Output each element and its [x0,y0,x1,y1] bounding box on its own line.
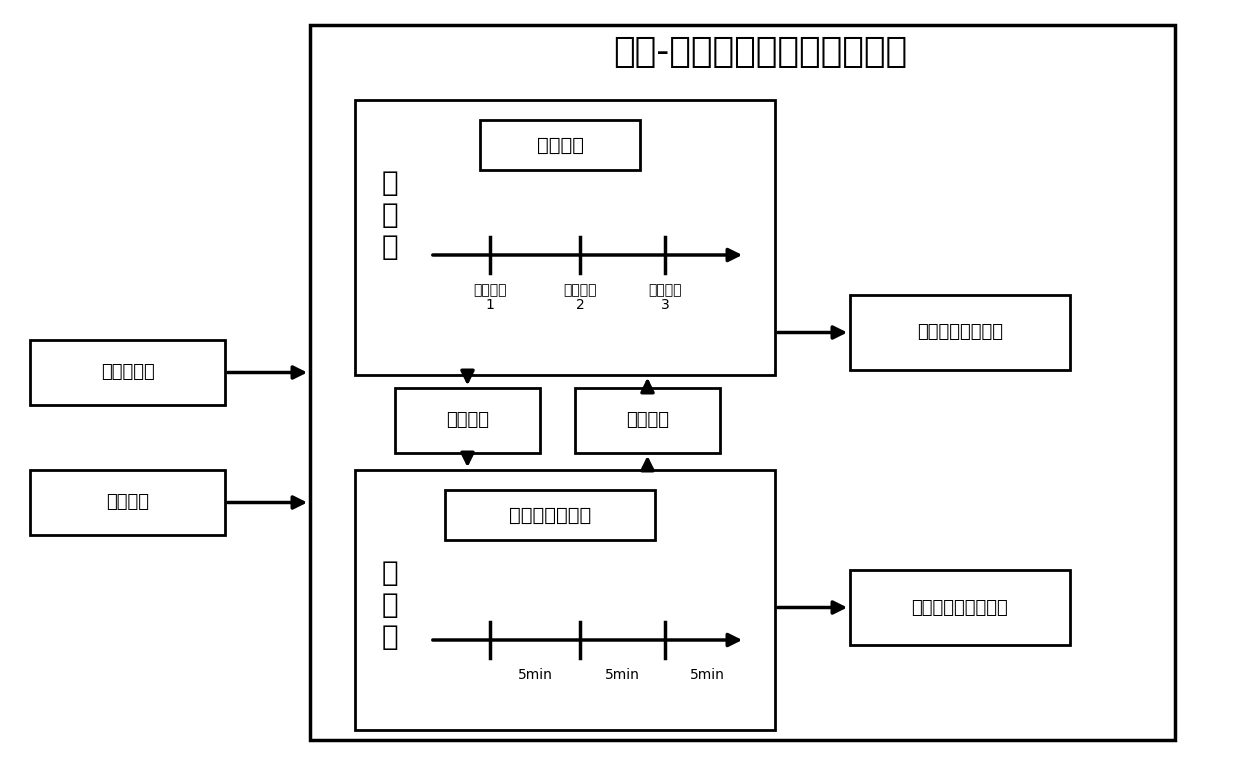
Text: 决策阶段: 决策阶段 [649,283,682,297]
Text: 小
时
级: 小 时 级 [382,169,398,262]
Bar [849,570,1070,645]
Bar [849,295,1070,370]
Text: 5min: 5min [691,668,725,682]
Bar [355,100,775,375]
Text: 上层指令: 上层指令 [446,412,489,430]
Bar [355,470,775,730]
Text: 决策阶段: 决策阶段 [474,283,507,297]
Text: 下层反馈: 下层反馈 [626,412,670,430]
Bar [30,470,224,535]
Text: 1: 1 [486,298,495,312]
Text: 传统设备: 传统设备 [105,493,149,512]
Bar [480,120,640,170]
Text: 序贯优化: 序贯优化 [537,136,584,154]
Text: 传统设备动作指令: 传统设备动作指令 [918,324,1003,341]
Text: 分布式电源动作指令: 分布式电源动作指令 [911,598,1008,617]
Bar [310,25,1176,740]
Text: 鲁棒自适应优化: 鲁棒自适应优化 [508,505,591,525]
Bar [396,388,539,453]
Text: 决策阶段: 决策阶段 [563,283,596,297]
Text: 小
时
内: 小 时 内 [382,558,398,651]
Text: 可再生能源: 可再生能源 [100,364,154,381]
Text: 5min: 5min [517,668,553,682]
Text: 序贯-鲁棒自适应优化调度系统: 序贯-鲁棒自适应优化调度系统 [613,35,908,69]
Text: 5min: 5min [605,668,640,682]
Bar [30,340,224,405]
Text: 3: 3 [661,298,670,312]
Text: 2: 2 [575,298,584,312]
Bar [575,388,720,453]
Bar [445,490,655,540]
